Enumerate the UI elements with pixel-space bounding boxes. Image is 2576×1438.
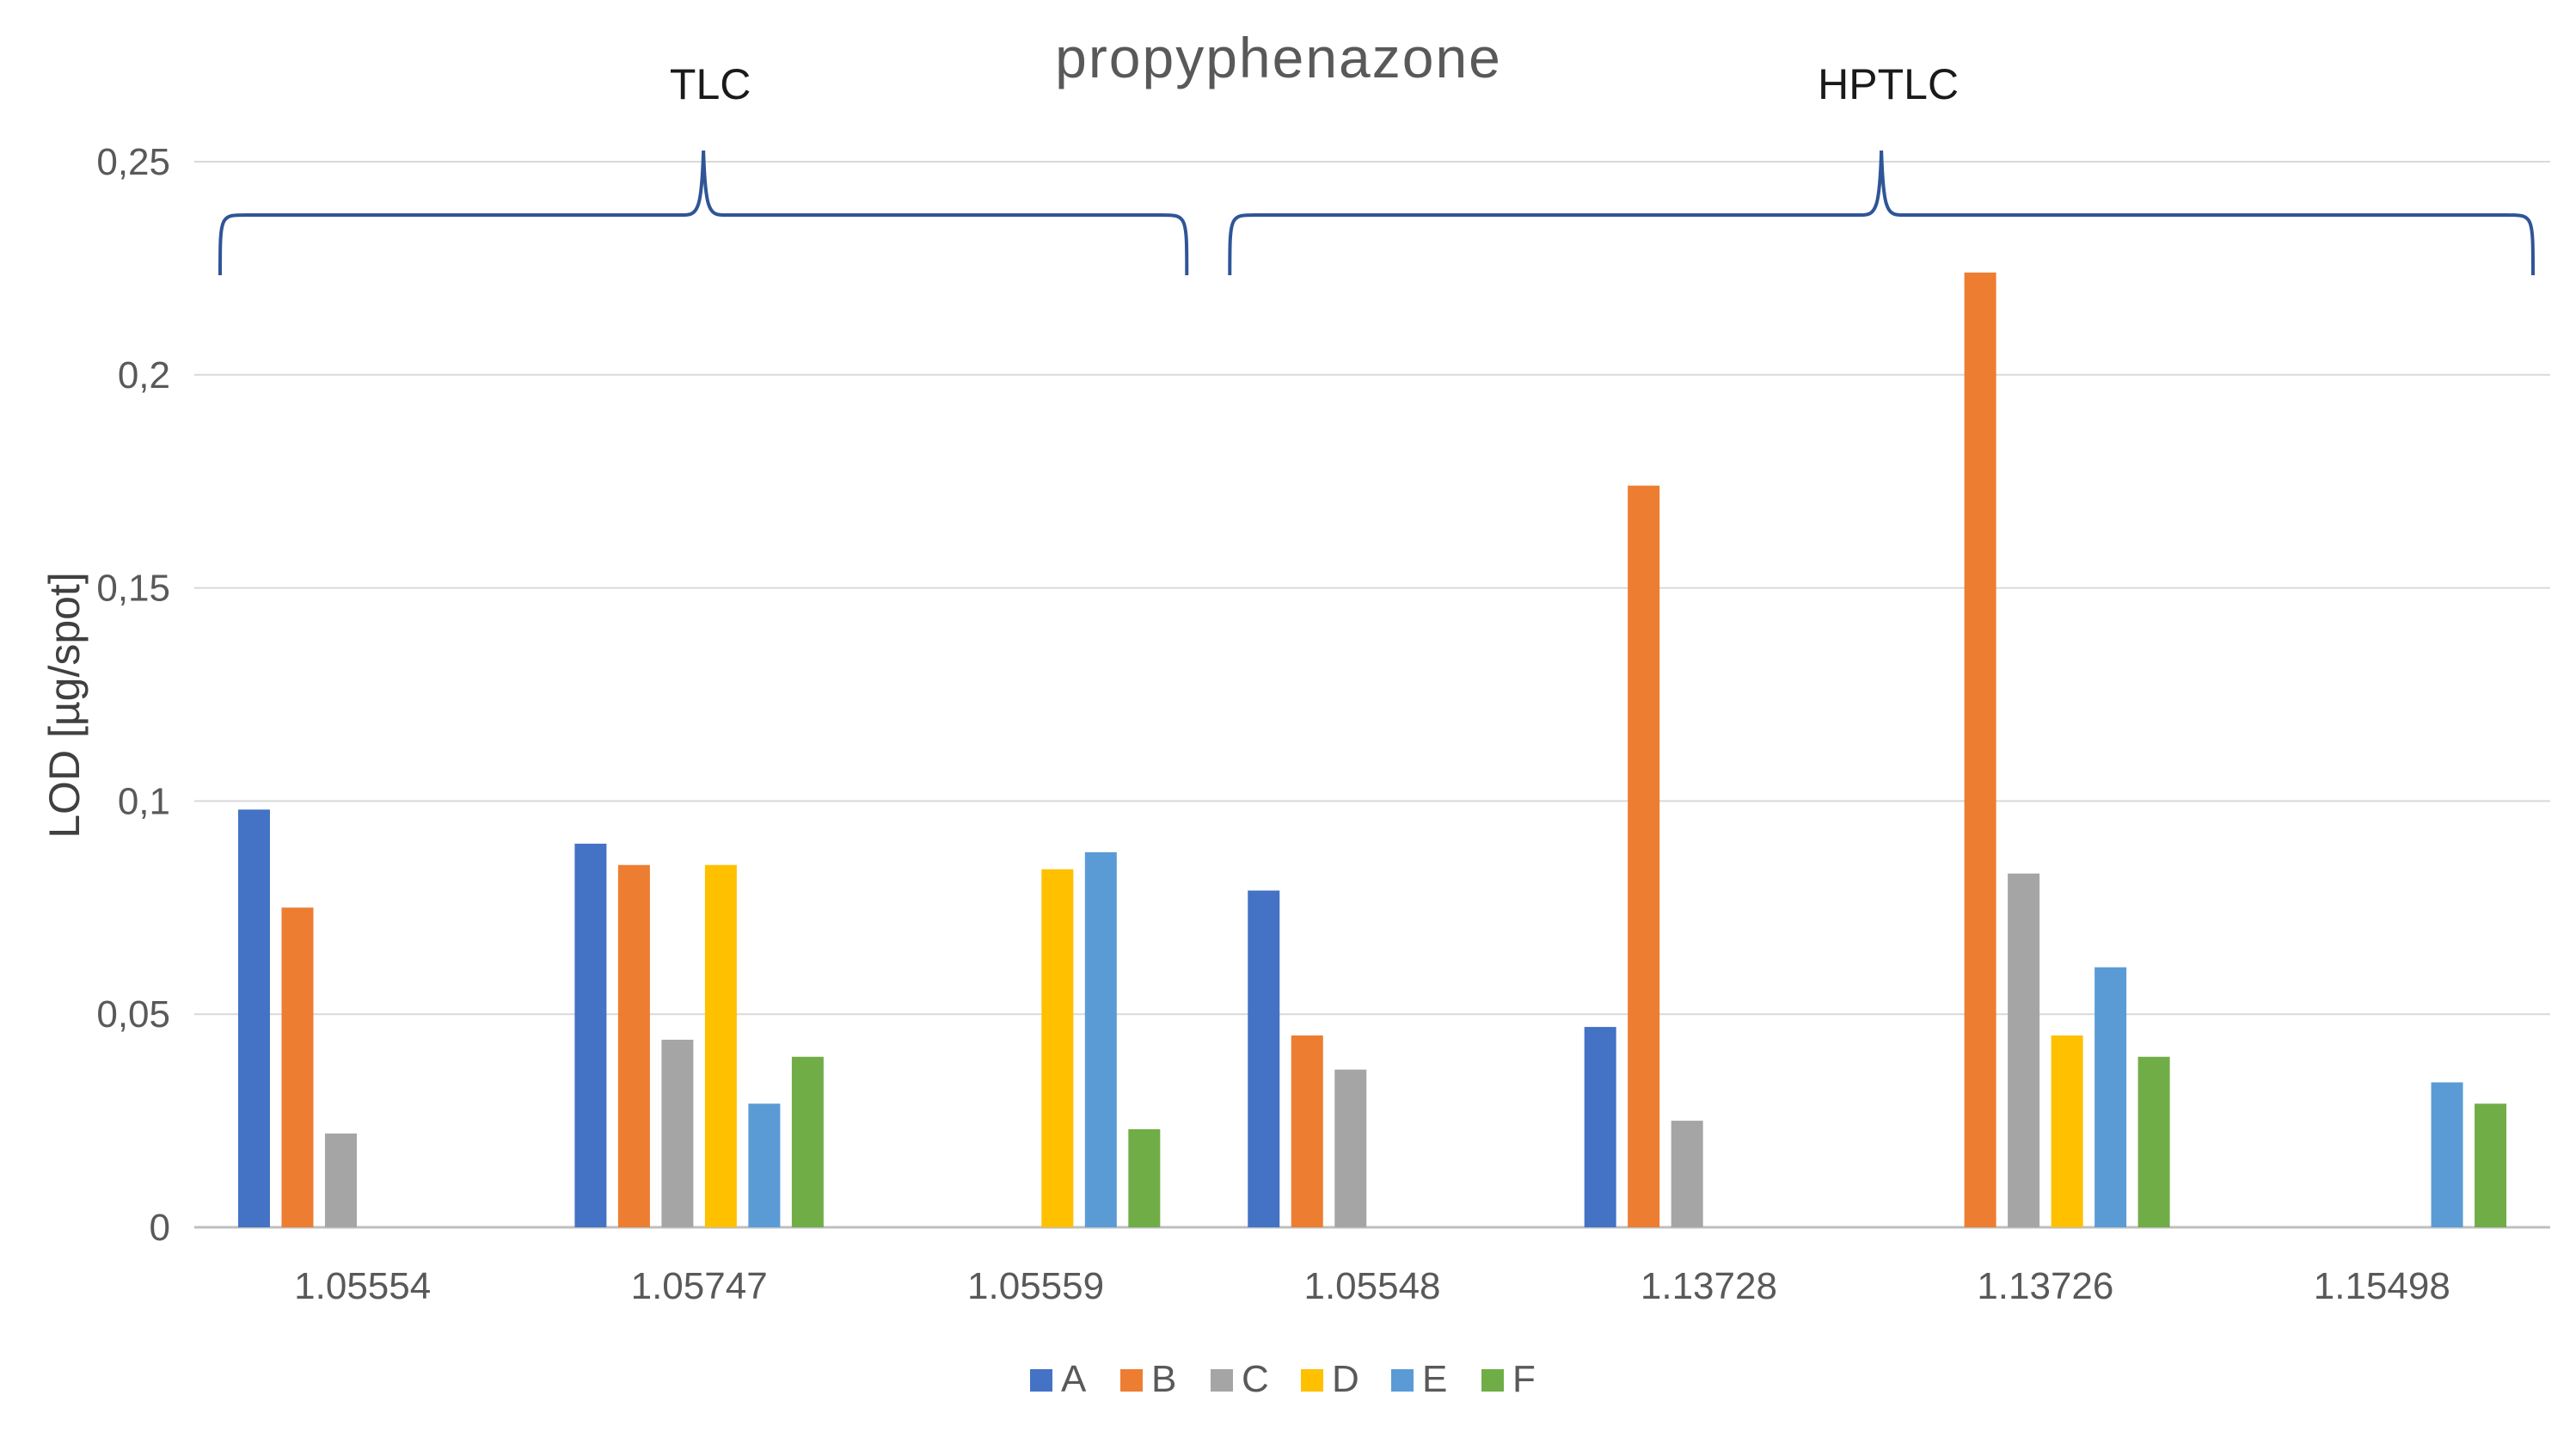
bar-D-1.05747 <box>704 864 737 1227</box>
legend-label: D <box>1332 1358 1359 1400</box>
chart-title: propyphenazone <box>1055 26 1502 89</box>
bar-F-1.05559 <box>1128 1129 1161 1227</box>
legend-label: F <box>1512 1358 1536 1400</box>
gridlines <box>194 161 2550 1229</box>
legend-label: C <box>1242 1358 1269 1400</box>
bar-A-1.05548 <box>1248 890 1280 1227</box>
bar-F-1.05747 <box>791 1056 824 1227</box>
brace-HPTLC <box>1228 150 2535 276</box>
legend: A B C D E F <box>1030 1358 1536 1400</box>
bar-E-1.13726 <box>2095 967 2127 1227</box>
x-category-label: 1.05747 <box>631 1265 768 1307</box>
bar-F-1.13726 <box>2137 1056 2170 1227</box>
x-category-label: 1.13726 <box>1977 1265 2113 1307</box>
bar-F-1.15498 <box>2475 1103 2507 1227</box>
y-tick-label: 0,2 <box>118 354 170 396</box>
group-label-HPTLC: HPTLC <box>1818 60 1959 108</box>
bar-C-1.13726 <box>2008 873 2040 1227</box>
y-axis-ticks: 0 0,05 0,1 0,15 0,2 0,25 <box>96 141 170 1249</box>
bar-B-1.05554 <box>281 907 314 1227</box>
bar-B-1.05747 <box>617 864 650 1227</box>
bar-D-1.13726 <box>2051 1035 2083 1227</box>
legend-label: A <box>1061 1358 1087 1400</box>
x-category-label: 1.05554 <box>294 1265 431 1307</box>
legend-swatch-A <box>1030 1369 1052 1392</box>
bar-A-1.05747 <box>574 843 607 1227</box>
bar-E-1.15498 <box>2431 1082 2463 1227</box>
y-tick-label: 0,05 <box>96 993 170 1035</box>
x-axis-categories: 1.05554 1.05747 1.05559 1.05548 1.13728 1.137… <box>294 1265 2450 1307</box>
legend-swatch-E <box>1391 1369 1414 1392</box>
bar-C-1.05747 <box>661 1039 694 1227</box>
y-axis-label: LOD [µg/spot] <box>40 572 89 839</box>
bar-E-1.05747 <box>748 1103 781 1227</box>
bars <box>237 272 2507 1228</box>
x-category-label: 1.15498 <box>2314 1265 2450 1307</box>
bar-B-1.13728 <box>1628 485 1660 1227</box>
legend-swatch-D <box>1301 1369 1323 1392</box>
x-category-label: 1.05559 <box>967 1265 1104 1307</box>
y-tick-label: 0,1 <box>118 780 170 822</box>
bar-A-1.05554 <box>237 809 270 1227</box>
x-category-label: 1.05548 <box>1303 1265 1440 1307</box>
bar-B-1.05548 <box>1291 1035 1323 1227</box>
x-category-label: 1.13728 <box>1641 1265 1777 1307</box>
y-tick-label: 0 <box>150 1207 170 1249</box>
legend-swatch-F <box>1481 1369 1504 1392</box>
legend-swatch-B <box>1120 1369 1143 1392</box>
y-tick-label: 0,15 <box>96 568 170 610</box>
legend-label: B <box>1151 1358 1176 1400</box>
legend-swatch-C <box>1211 1369 1233 1392</box>
brace-TLC <box>218 150 1189 276</box>
bar-C-1.13728 <box>1671 1121 1703 1227</box>
bar-B-1.13726 <box>1964 272 1996 1228</box>
bar-C-1.05548 <box>1334 1069 1367 1227</box>
bar-E-1.05559 <box>1084 851 1117 1227</box>
legend-label: E <box>1422 1358 1447 1400</box>
bar-C-1.05554 <box>324 1133 357 1227</box>
bar-D-1.05559 <box>1041 869 1074 1227</box>
group-annotations: TLC HPTLC <box>218 60 2535 276</box>
bar-A-1.13728 <box>1584 1027 1616 1227</box>
y-tick-label: 0,25 <box>96 141 170 183</box>
group-label-TLC: TLC <box>670 60 751 108</box>
